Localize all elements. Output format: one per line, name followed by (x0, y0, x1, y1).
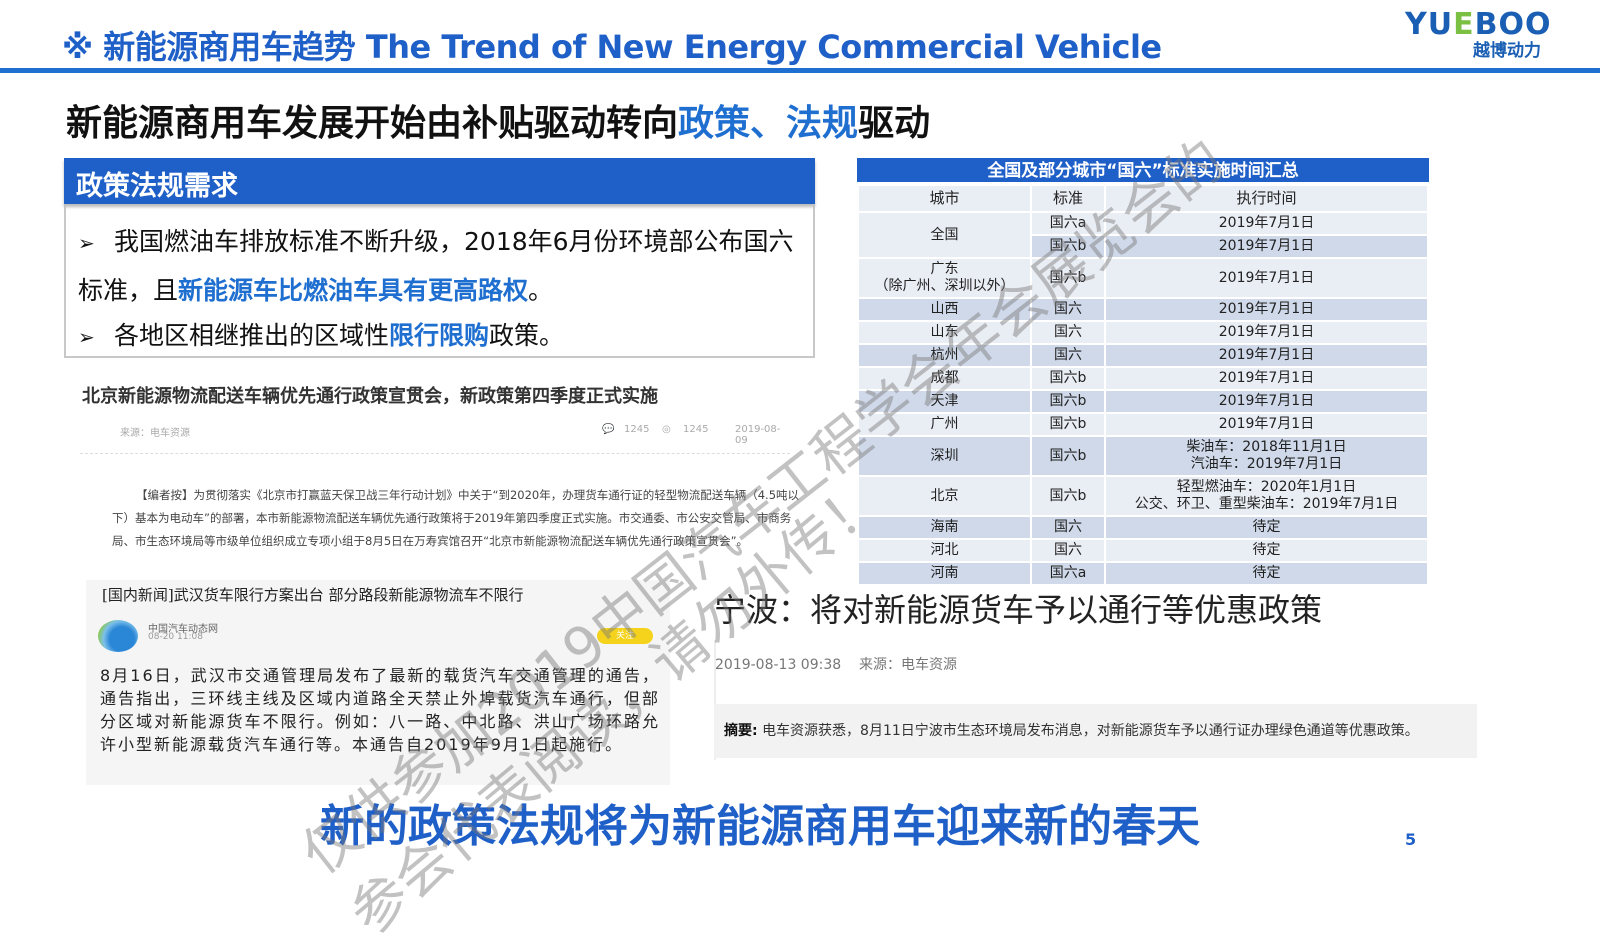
cell-time: 2019年7月1日 (1104, 366, 1429, 391)
cell-city: 北京 (857, 475, 1032, 517)
cell-std: 国六a (1030, 561, 1106, 586)
ningbo-article-title: 宁波：将对新能源货车予以通行等优惠政策 (714, 591, 1323, 629)
cell-time: 2019年7月1日 (1104, 257, 1429, 299)
cell-city: 海南 (857, 515, 1032, 540)
logo-chinese: 越博动力 (1473, 41, 1541, 61)
table-header-row: 城市 标准 执行时间 (857, 184, 1429, 213)
cell-std: 国六 (1030, 343, 1106, 368)
table-row: 深圳 国六b 柴油车：2018年11月1日 汽油车：2019年7月1日 (857, 435, 1429, 477)
cell-time: 2019年7月1日 (1104, 234, 1429, 259)
cell-time: 2019年7月1日 (1104, 389, 1429, 414)
cell-std: 国六a (1030, 211, 1106, 236)
table-row: 广东 （除广州、深圳以外） 国六b 2019年7月1日 (857, 257, 1429, 299)
beijing-article-meta: 来源：电车资源 💬 1245 ◎ 1245 2019-08-09 (80, 424, 790, 454)
policy-bullet-1: ➢ 我国燃油车排放标准不断升级，2018年6月份环境部公布国六标准，且新能源车比燃… (78, 218, 808, 314)
wuhan-source: 中国汽车动态网 (148, 624, 218, 635)
yueboo-logo: YUEBOO 越博动力 (1405, 8, 1595, 64)
cell-city: 深圳 (857, 435, 1032, 477)
beijing-article-body: 【编者按】为贯彻落实《北京市打赢蓝天保卫战三年行动计划》中关于“到2020年，办… (112, 488, 800, 548)
cell-std: 国六b (1030, 389, 1106, 414)
cell-city: 成都 (857, 366, 1032, 391)
table-title: 全国及部分城市“国六”标准实施时间汇总 (857, 158, 1429, 184)
cell-city: 山西 (857, 297, 1032, 322)
cell-std: 国六 (1030, 538, 1106, 563)
ningbo-border (714, 640, 716, 760)
comment-icon: 💬 (602, 424, 615, 435)
eye-icon: ◎ (662, 424, 671, 435)
table-row: 成都 国六b 2019年7月1日 (857, 366, 1429, 391)
wuhan-article-title: [国内新闻]武汉货车限行方案出台 部分路段新能源物流车不限行 (102, 586, 524, 604)
cell-time: 轻型燃油车：2020年1月1日 公交、环卫、重型柴油车：2019年7月1日 (1104, 475, 1429, 517)
cell-std: 国六 (1030, 515, 1106, 540)
article-source: 来源：电车资源 (120, 428, 190, 439)
table-row: 山西 国六 2019年7月1日 (857, 297, 1429, 322)
arrow-right-icon: ➢ (78, 325, 95, 349)
table-row: 广州 国六b 2019年7月1日 (857, 412, 1429, 437)
wuhan-time: 08-20 11:08 (148, 632, 203, 642)
wuhan-article-body: 8月16日，武汉市交通管理局发布了最新的载货汽车交通管理的通告，通告指出，三环线… (100, 666, 660, 754)
cell-time: 2019年7月1日 (1104, 343, 1429, 368)
arrow-right-icon: ➢ (78, 231, 95, 255)
cell-city: 广州 (857, 412, 1032, 437)
beijing-article-title: 北京新能源物流配送车辆优先通行政策宣贯会，新政策第四季度正式实施 (82, 386, 658, 407)
table-row: 河南 国六a 待定 (857, 561, 1429, 586)
column-header: 执行时间 (1104, 184, 1429, 213)
cell-city: 广东 （除广州、深圳以外） (857, 257, 1032, 299)
table-row: 山东 国六 2019年7月1日 (857, 320, 1429, 345)
wuhan-article-card (86, 580, 670, 785)
cell-std: 国六b (1030, 475, 1106, 517)
cell-time: 待定 (1104, 561, 1429, 586)
cell-time: 2019年7月1日 (1104, 412, 1429, 437)
table-row: 北京 国六b 轻型燃油车：2020年1月1日 公交、环卫、重型柴油车：2019年7月… (857, 475, 1429, 517)
cell-std: 国六b (1030, 257, 1106, 299)
policy-heading: 政策法规需求 (64, 158, 815, 204)
headline: 新能源商用车发展开始由补贴驱动转向政策、法规驱动 (66, 103, 931, 144)
cell-time: 2019年7月1日 (1104, 320, 1429, 345)
title-divider (0, 68, 1600, 73)
cell-city: 杭州 (857, 343, 1032, 368)
table-row: 杭州 国六 2019年7月1日 (857, 343, 1429, 368)
cell-std: 国六b (1030, 435, 1106, 477)
table-row: 天津 国六b 2019年7月1日 (857, 389, 1429, 414)
table-row: 国六b 2019年7月1日 (858, 234, 1429, 259)
follow-button[interactable]: 关注 (597, 628, 653, 644)
column-header: 标准 (1030, 184, 1106, 213)
ningbo-summary: 摘要: 电车资源获悉，8月11日宁波市生态环境局发布消息，对新能源货车予以通行证… (714, 704, 1477, 758)
cell-city: 山东 (857, 320, 1032, 345)
page-number: 5 (1405, 830, 1417, 849)
policy-bullet-2: ➢ 各地区相继推出的区域性限行限购政策。 (78, 312, 808, 361)
table-row: 海南 国六 待定 (857, 515, 1429, 540)
ningbo-meta: 2019-08-13 09:38 来源：电车资源 (715, 657, 957, 673)
slide-title: ※ 新能源商用车趋势 The Trend of New Energy Comme… (62, 28, 1162, 66)
view-count: 1245 (683, 424, 709, 435)
cell-city: 河南 (857, 561, 1032, 586)
cell-city: 天津 (857, 389, 1032, 414)
cell-city: 全国 (857, 211, 1032, 259)
comment-count: 1245 (624, 424, 650, 435)
column-header: 城市 (857, 184, 1032, 213)
cell-std: 国六 (1030, 320, 1106, 345)
closing-statement: 新的政策法规将为新能源商用车迎来新的春天 (320, 801, 1200, 852)
guo6-standard-table: 全国及部分城市“国六”标准实施时间汇总 城市 标准 执行时间 全国 国六a 2019年7月… (857, 158, 1429, 586)
article-date: 2019-08-09 (735, 424, 781, 446)
cell-std: 国六b (1030, 412, 1106, 437)
table-row: 全国 国六a 2019年7月1日 (857, 211, 1429, 259)
cell-city: 河北 (857, 538, 1032, 563)
cell-std: 国六b (1030, 366, 1106, 391)
cell-std: 国六 (1030, 297, 1106, 322)
source-avatar (98, 620, 138, 652)
cell-time: 柴油车：2018年11月1日 汽油车：2019年7月1日 (1104, 435, 1429, 477)
table-row: 河北 国六 待定 (857, 538, 1429, 563)
cell-time: 待定 (1104, 515, 1429, 540)
cell-time: 待定 (1104, 538, 1429, 563)
cell-std: 国六b (1030, 234, 1106, 259)
policy-box (64, 158, 815, 358)
cell-time: 2019年7月1日 (1104, 297, 1429, 322)
cell-time: 2019年7月1日 (1104, 211, 1429, 236)
